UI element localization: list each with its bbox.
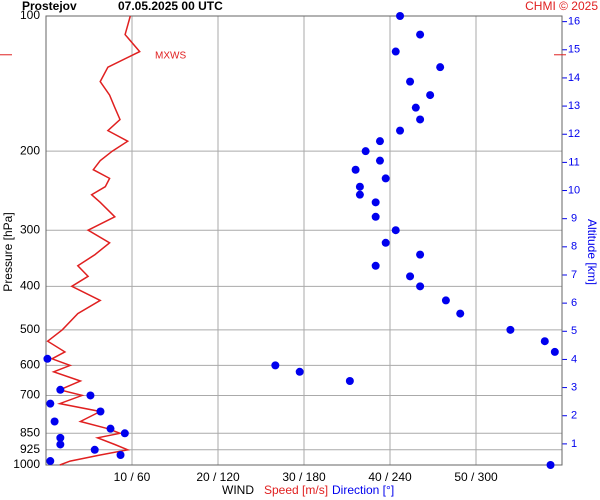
direction-point <box>96 407 105 416</box>
direction-point <box>506 325 515 334</box>
y-tick-label: 200 <box>20 143 40 157</box>
y2-tick-label: 1 <box>571 438 577 450</box>
annotation-label: MXWS <box>155 50 186 61</box>
direction-point <box>351 165 360 174</box>
y-tick-label: 850 <box>20 425 40 439</box>
plot-frame <box>45 15 563 466</box>
legend-speed: Speed [m/s] <box>264 483 328 497</box>
direction-point <box>90 445 99 454</box>
y2-tick-label: 14 <box>568 72 580 84</box>
x-tick-label: 30 / 180 <box>282 470 326 484</box>
direction-point <box>456 309 465 318</box>
direction-point <box>416 250 425 259</box>
direction-point <box>86 391 95 400</box>
y2-tick-label: 6 <box>571 297 577 309</box>
station: Prostejov <box>22 0 77 13</box>
direction-point <box>295 367 304 376</box>
y2-tick-label: 11 <box>568 156 579 168</box>
y2-tick-label: 10 <box>568 184 580 196</box>
x-tick-label: 20 / 120 <box>196 470 240 484</box>
direction-point <box>46 399 55 408</box>
direction-point <box>396 12 405 20</box>
direction-point <box>345 376 354 385</box>
y-tick-label: 100 <box>20 8 40 22</box>
y2-tick-label: 12 <box>568 128 580 140</box>
y-axis-title: Pressure [hPa] <box>1 212 15 291</box>
direction-point <box>436 63 445 72</box>
direction-point <box>361 147 370 156</box>
direction-point <box>381 238 390 247</box>
direction-point <box>416 282 425 291</box>
direction-point <box>391 226 400 235</box>
direction-point <box>406 272 415 281</box>
y2-tick-label: 4 <box>571 353 577 365</box>
y2-tick-label: 13 <box>568 100 580 112</box>
direction-point <box>375 156 384 165</box>
direction-point <box>381 174 390 183</box>
x-tick-label: 40 / 240 <box>368 470 412 484</box>
direction-point <box>391 47 400 56</box>
direction-point <box>371 212 380 221</box>
credit: CHMI © 2025 <box>525 0 598 13</box>
direction-point <box>371 261 380 270</box>
y2-axis-title: Altitude [km] <box>585 219 599 285</box>
y2-tick-label: 3 <box>571 381 577 393</box>
direction-point <box>540 337 549 346</box>
y2-tick-label: 7 <box>571 269 577 281</box>
direction-point <box>375 137 384 146</box>
x-tick-label: 50 / 300 <box>454 470 498 484</box>
y-tick-label: 925 <box>20 442 40 456</box>
direction-point <box>426 91 435 100</box>
legend-direction: Direction [°] <box>332 483 394 497</box>
x-tick-label: 10 / 60 <box>114 470 151 484</box>
y2-tick-label: 2 <box>571 410 577 422</box>
direction-point <box>371 198 380 207</box>
y2-tick-label: 16 <box>568 16 580 28</box>
direction-point <box>355 190 364 199</box>
y-tick-label: 600 <box>20 358 40 372</box>
direction-point <box>416 115 425 124</box>
y2-tick-label: 9 <box>571 213 577 225</box>
y-tick-label: 700 <box>20 388 40 402</box>
speed-line <box>46 15 141 466</box>
y-tick-label: 1000 <box>13 457 40 471</box>
direction-point <box>56 385 65 394</box>
y-tick-label: 300 <box>20 222 40 236</box>
direction-point <box>120 429 129 438</box>
y-tick-label: 500 <box>20 322 40 336</box>
direction-point <box>550 347 559 356</box>
direction-point <box>416 30 425 39</box>
direction-point <box>56 433 65 442</box>
direction-point <box>406 77 415 86</box>
direction-point <box>106 424 115 433</box>
chart-title: 07.05.2025 00 UTC <box>118 0 223 13</box>
direction-point <box>546 461 555 469</box>
direction-point <box>441 296 450 305</box>
direction-point <box>56 440 65 449</box>
x-axis-title: WIND <box>222 483 254 497</box>
y-tick-label: 400 <box>20 278 40 292</box>
direction-point <box>116 450 125 459</box>
direction-point <box>43 354 52 363</box>
direction-point <box>50 417 59 426</box>
direction-point <box>46 457 55 466</box>
direction-point <box>271 361 280 370</box>
direction-point <box>355 182 364 191</box>
y2-tick-label: 5 <box>571 325 577 337</box>
direction-point <box>411 103 420 112</box>
y2-tick-label: 15 <box>568 44 580 56</box>
direction-point <box>396 126 405 135</box>
y2-tick-label: 8 <box>571 241 577 253</box>
